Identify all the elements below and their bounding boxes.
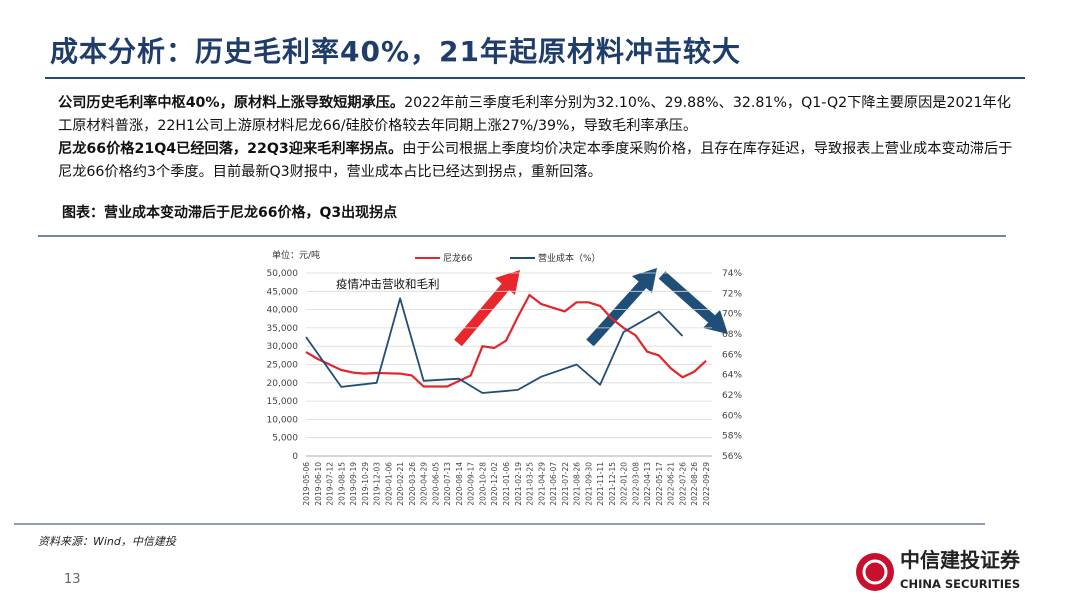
page-number: 13 (64, 572, 81, 587)
x-tick-label: 2021-12-15 (608, 462, 617, 506)
y-tick-label: 10,000 (267, 415, 299, 425)
y-tick-label: 45,000 (267, 287, 299, 297)
x-tick-label: 2019-12-03 (373, 462, 382, 506)
body-text: 公司历史毛利率中枢40%，原材料上涨导致短期承压。2022年前三季度毛利率分别为… (58, 92, 1023, 184)
y-tick-label: 40,000 (267, 306, 299, 316)
arrow (586, 278, 649, 347)
arrow-head (632, 268, 657, 293)
y2-tick-label: 66% (722, 350, 742, 360)
x-tick-label: 2019-07-12 (326, 462, 335, 506)
x-tick-label: 2020-04-29 (420, 462, 429, 506)
logo-english: CHINA SECURITIES (900, 577, 1020, 591)
y2-tick-label: 62% (722, 391, 742, 401)
x-tick-label: 2022-04-13 (643, 462, 652, 506)
x-tick-label: 2021-06-07 (549, 462, 558, 506)
y-tick-label: 15,000 (267, 397, 299, 407)
arrow (454, 280, 512, 347)
logo: 中信建投证券 CHINA SECURITIES (856, 548, 1021, 591)
x-tick-label: 2021-08-26 (573, 462, 582, 506)
x-tick-label: 2019-09-19 (349, 462, 358, 506)
x-tick-label: 2019-06-10 (314, 462, 323, 506)
bold-lead: 尼龙66价格21Q4已经回落，22Q3迎来毛利率拐点。 (58, 141, 403, 157)
x-tick-label: 2019-05-06 (302, 462, 311, 506)
source: 资料来源：Wind，中信建投 (38, 535, 176, 548)
x-tick-label: 2019-08-15 (337, 462, 346, 506)
annotation: 疫情冲击营收和毛利 (336, 277, 440, 291)
x-tick-label: 2020-03-26 (408, 462, 417, 506)
y2-tick-label: 56% (722, 452, 742, 462)
y2-tick-label: 74% (722, 269, 742, 279)
logo-name: 中信建投证券 (900, 548, 1021, 572)
arrow-head (495, 270, 520, 295)
bold-lead: 公司历史毛利率中枢40%，原材料上涨导致短期承压。 (58, 95, 405, 111)
x-tick-label: 2022-06-21 (667, 462, 676, 506)
logo-icon (856, 553, 894, 591)
x-tick-label: 2020-08-14 (455, 462, 464, 506)
x-tick-label: 2020-01-06 (384, 462, 393, 506)
figure-caption: 图表：营业成本变动滞后于尼龙66价格，Q3出现拐点 (62, 205, 398, 221)
y-tick-label: 25,000 (267, 361, 299, 371)
arrows (454, 268, 728, 347)
x-tick-label: 2021-07-22 (561, 462, 570, 506)
y-tick-label: 20,000 (267, 379, 299, 389)
paragraph: 尼龙66价格21Q4已经回落，22Q3迎来毛利率拐点。由于公司根据上季度均价决定… (58, 138, 1023, 184)
x-tick-label: 2021-01-06 (502, 462, 511, 506)
x-tick-label: 2020-09-17 (467, 462, 476, 506)
x-tick-label: 2020-06-05 (431, 462, 440, 506)
x-tick-label: 2022-05-17 (655, 462, 664, 506)
y2-tick-label: 70% (722, 310, 742, 320)
y2-tick-label: 58% (722, 432, 742, 442)
x-tick-label: 2019-10-29 (361, 462, 370, 506)
x-tick-label: 2020-02-21 (396, 462, 405, 506)
unit-label: 单位：元/吨 (272, 249, 320, 261)
text: 由于公司根据上季度均价决定本季度采购价格，且存在库存延迟，导致报表上营业成本变动… (58, 141, 1013, 180)
logo-icon (862, 559, 888, 585)
x-tick-label: 2022-08-26 (690, 462, 699, 506)
text: 2022年前三季度毛利率分别为32.10%、29.88%、32.81%，Q1-Q… (58, 95, 1011, 134)
x-tick-label: 2021-09-30 (584, 462, 593, 506)
legend-label: 营业成本（%） (538, 252, 601, 264)
legend-label: 尼龙66 (443, 252, 473, 264)
y-tick-label: 30,000 (267, 342, 299, 352)
x-tick-label: 2020-12-02 (490, 462, 499, 506)
y-tick-label: 5,000 (272, 434, 298, 444)
y-tick-label: 50,000 (267, 269, 299, 279)
series-line (305, 297, 684, 394)
x-tick-label: 2021-04-29 (537, 462, 546, 506)
x-tick-label: 2021-02-19 (514, 462, 523, 506)
y2-tick-label: 60% (722, 411, 742, 421)
x-tick-label: 2020-10-28 (478, 462, 487, 506)
x-tick-label: 2022-07-26 (678, 462, 687, 506)
y-tick-label: 35,000 (267, 324, 299, 334)
x-tick-label: 2022-09-29 (702, 462, 711, 506)
y2-tick-label: 72% (722, 289, 742, 299)
x-tick-label: 2021-11-11 (596, 462, 605, 506)
y2-tick-label: 64% (722, 371, 742, 381)
x-tick-label: 2021-03-25 (526, 462, 535, 506)
y-tick-label: 0 (292, 452, 298, 462)
x-tick-label: 2022-03-08 (631, 462, 640, 506)
slide-title: 成本分析：历史毛利率40%，21年起原材料冲击较大 (50, 35, 741, 68)
arrow (658, 271, 719, 326)
y2-tick-label: 68% (722, 330, 742, 340)
x-tick-label: 2020-07-13 (443, 462, 452, 506)
x-tick-label: 2022-01-20 (620, 462, 629, 506)
series-line (305, 293, 707, 388)
paragraph: 公司历史毛利率中枢40%，原材料上涨导致短期承压。2022年前三季度毛利率分别为… (58, 92, 1023, 138)
